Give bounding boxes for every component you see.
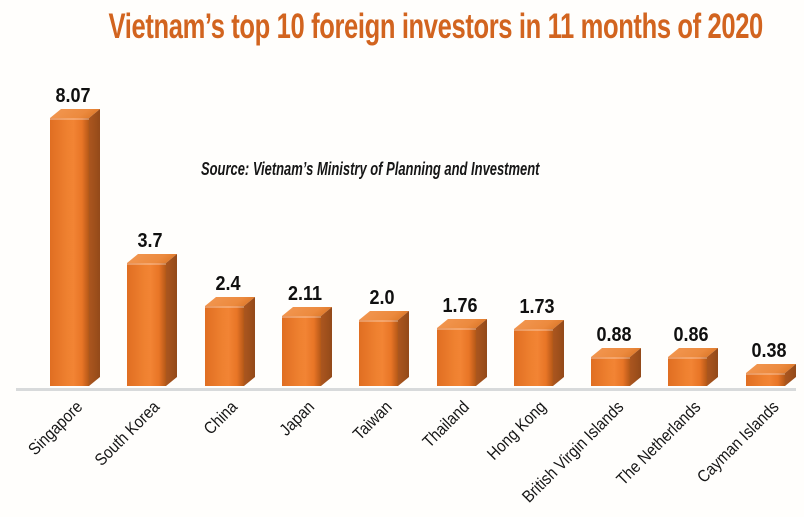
bar-front-face: [205, 306, 244, 386]
bar-side-face: [398, 310, 409, 386]
bar: [127, 253, 177, 386]
bar-front-face: [668, 357, 707, 386]
bar-category-label: Taiwan: [348, 397, 396, 444]
bar-category-label: Hong Kong: [483, 397, 551, 464]
bar-value-label: 0.86: [672, 324, 709, 346]
bar-front-face: [591, 357, 630, 386]
bar: [359, 310, 409, 386]
bar-category-label: The Netherlands: [612, 397, 705, 489]
bar-category-label: Thailand: [419, 397, 474, 452]
bar-front-face: [514, 329, 553, 386]
bar: [591, 347, 641, 386]
bar: [50, 108, 100, 386]
bar-category-label: Cayman Islands: [692, 397, 783, 487]
bar-side-face: [166, 253, 177, 386]
bar-value-label: 1.76: [441, 295, 478, 317]
bar: [437, 318, 487, 386]
bar-front-face: [50, 118, 89, 386]
bar-side-face: [476, 318, 487, 386]
bar-side-face: [553, 319, 564, 386]
bar-front-face: [282, 316, 321, 386]
bar-side-face: [244, 296, 255, 386]
bar: [514, 319, 564, 386]
bar-front-face: [127, 263, 166, 386]
bar-front-face: [746, 373, 785, 386]
bar-value-label: 2.11: [287, 283, 322, 305]
chart-title: Vietnam’s top 10 foreign investors in 11…: [108, 7, 764, 46]
bar: [205, 296, 255, 386]
source-note: Source: Vietnam’s Ministry of Planning a…: [201, 159, 540, 179]
bar-category-label: China: [200, 397, 242, 439]
bar-value-label: 2.0: [368, 287, 395, 309]
bar-value-label: 0.38: [750, 340, 787, 362]
bar-category-label: Singapore: [24, 397, 87, 459]
x-axis-line: [16, 388, 796, 391]
bar-category-label: South Korea: [90, 397, 164, 470]
bar-front-face: [359, 320, 398, 386]
bar-value-label: 2.4: [214, 273, 241, 295]
bar-value-label: 8.07: [54, 85, 91, 107]
bar-value-label: 1.73: [518, 296, 555, 318]
bar: [668, 347, 718, 386]
bar-category-label: Japan: [275, 397, 319, 440]
bar-value-label: 3.7: [136, 230, 163, 252]
bar-front-face: [437, 328, 476, 386]
bar-side-face: [89, 108, 100, 386]
bar: [746, 363, 796, 386]
bar: [282, 306, 332, 386]
bar-side-face: [321, 306, 332, 386]
bar-value-label: 0.88: [595, 324, 632, 346]
